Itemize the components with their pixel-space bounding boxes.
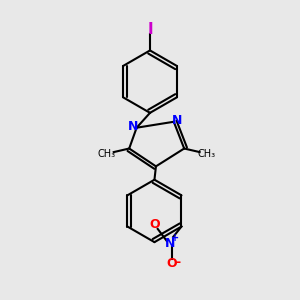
Text: I: I <box>147 22 153 37</box>
Text: N: N <box>128 120 138 133</box>
Text: CH₃: CH₃ <box>197 149 215 159</box>
Text: N: N <box>165 237 175 250</box>
Text: O: O <box>149 218 160 231</box>
Text: CH₃: CH₃ <box>98 149 116 159</box>
Text: +: + <box>172 233 180 243</box>
Text: O: O <box>167 257 177 271</box>
Text: -: - <box>175 256 180 269</box>
Text: N: N <box>172 114 182 127</box>
